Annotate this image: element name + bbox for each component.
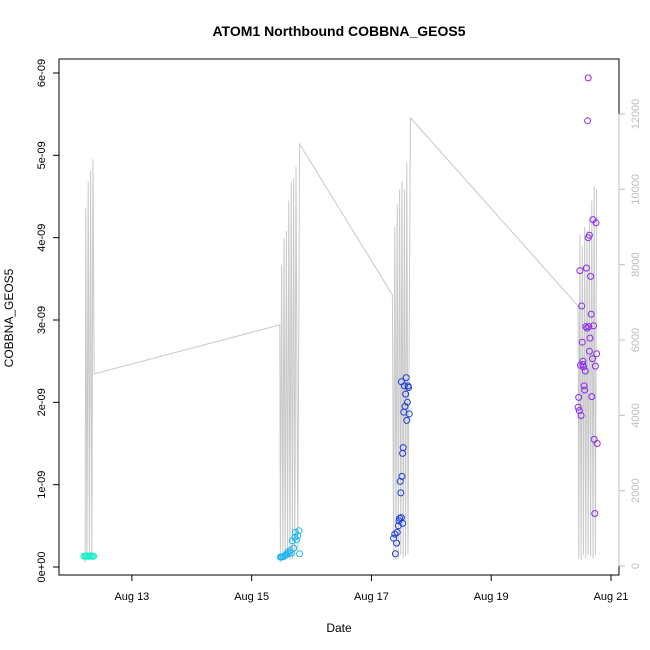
data-point [577, 412, 585, 419]
secondary-y-tick-label: 0 [630, 563, 642, 569]
y-tick-label: 3e-09 [36, 306, 48, 334]
data-point [400, 382, 408, 390]
x-tick-label: Aug 13 [114, 591, 149, 603]
data-point [296, 550, 304, 558]
data-point [586, 334, 594, 342]
data-point [585, 347, 593, 355]
secondary-y-tick-label: 12000 [630, 99, 642, 130]
data-point [579, 361, 587, 368]
x-tick-label: Aug 17 [354, 591, 389, 603]
x-tick-label: Aug 19 [474, 591, 509, 603]
data-point [591, 362, 599, 370]
data-point [90, 552, 98, 560]
data-point [398, 472, 406, 480]
data-point [393, 528, 401, 536]
data-point [294, 532, 302, 540]
data-point [574, 403, 582, 411]
data-point [582, 323, 590, 331]
data-point [588, 355, 596, 363]
data-point [582, 264, 590, 272]
data-point [576, 267, 584, 275]
x-tick-label: Aug 21 [594, 591, 629, 603]
data-point [575, 393, 583, 401]
data-point [402, 374, 410, 382]
data-point [405, 410, 413, 418]
data-point [580, 382, 588, 390]
data-point [390, 534, 398, 542]
secondary-y-tick-label: 8000 [630, 252, 642, 276]
data-point [591, 510, 599, 517]
data-point [399, 519, 407, 527]
y-tick-label: 4e-09 [36, 224, 48, 252]
y-tick-label: 2e-09 [36, 388, 48, 416]
data-point [583, 324, 591, 332]
secondary-y-tick-label: 4000 [630, 403, 642, 427]
data-point [578, 338, 586, 346]
secondary-series-layer [84, 116, 598, 563]
data-point [399, 444, 407, 452]
y-tick-label: 5e-09 [36, 141, 48, 169]
data-point [588, 393, 596, 401]
data-point [403, 398, 411, 406]
data-point [590, 322, 598, 330]
data-point [593, 350, 601, 358]
data-point [585, 231, 593, 239]
x-axis: Aug 13 Aug 15 Aug 17 Aug 19 Aug 21 [114, 574, 629, 603]
data-point [584, 74, 592, 82]
data-point [581, 386, 589, 394]
secondary-y-tick-label: 2000 [630, 478, 642, 502]
data-point [581, 367, 589, 375]
y-tick-label: 1e-09 [36, 471, 48, 499]
secondary-y-axis: 0 2000 4000 6000 8000 10000 12000 [618, 99, 642, 569]
data-point [397, 489, 405, 497]
data-point [405, 384, 413, 391]
y-axis-label: COBBNA_GEOS5 [2, 268, 16, 367]
data-point [293, 536, 301, 544]
data-point [587, 272, 595, 280]
x-axis-label: Date [326, 621, 352, 635]
data-point [295, 527, 303, 535]
data-point [593, 440, 601, 447]
data-point [585, 323, 593, 331]
chart-title: ATOM1 Northbound COBBNA_GEOS5 [212, 23, 465, 39]
x-tick-label: Aug 15 [234, 591, 269, 603]
data-point [590, 435, 598, 443]
data-point [587, 310, 595, 318]
data-point [391, 550, 399, 558]
data-points-layer [80, 74, 601, 561]
data-point [592, 219, 600, 227]
secondary-series-line [84, 116, 598, 563]
data-point [575, 407, 583, 415]
secondary-y-tick-label: 6000 [630, 328, 642, 352]
data-point [578, 302, 586, 310]
data-point [393, 539, 401, 547]
data-point [290, 544, 298, 552]
y-tick-label: 0e+00 [36, 552, 48, 583]
plot-frame [58, 58, 620, 576]
data-point [584, 117, 592, 125]
y-axis: 0e+00 1e-09 2e-09 3e-09 4e-09 5e-09 6e-09 [36, 59, 60, 583]
data-point [403, 416, 411, 424]
y-tick-label: 6e-09 [36, 59, 48, 87]
data-point [402, 390, 410, 398]
secondary-y-tick-label: 10000 [630, 174, 642, 205]
